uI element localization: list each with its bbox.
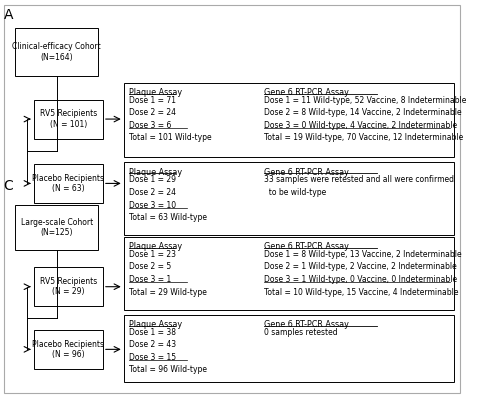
- Text: Gene 6 RT-PCR Assay: Gene 6 RT-PCR Assay: [264, 88, 350, 97]
- Text: Dose 1 = 23: Dose 1 = 23: [129, 250, 176, 259]
- Text: Plaque Assay: Plaque Assay: [129, 320, 182, 329]
- Text: to be wild-type: to be wild-type: [264, 188, 326, 197]
- Text: A: A: [4, 8, 13, 22]
- Text: Placebo Recipients
(N = 96): Placebo Recipients (N = 96): [32, 340, 104, 359]
- Text: C: C: [4, 179, 14, 193]
- Text: Dose 1 = 71: Dose 1 = 71: [129, 96, 176, 105]
- Text: Placebo Recipients
(N = 63): Placebo Recipients (N = 63): [32, 174, 104, 193]
- Text: Dose 3 = 10: Dose 3 = 10: [129, 201, 176, 209]
- FancyBboxPatch shape: [124, 237, 454, 310]
- Text: Gene 6 RT-PCR Assay: Gene 6 RT-PCR Assay: [264, 242, 350, 251]
- Text: Dose 3 = 1 Wild-type, 0 Vaccine, 0 Indeterminable: Dose 3 = 1 Wild-type, 0 Vaccine, 0 Indet…: [264, 275, 458, 284]
- Text: Total = 19 Wild-type, 70 Vaccine, 12 Indeterminable: Total = 19 Wild-type, 70 Vaccine, 12 Ind…: [264, 133, 464, 142]
- FancyBboxPatch shape: [15, 205, 98, 250]
- Text: Dose 1 = 8 Wild-type, 13 Vaccine, 2 Indeterminable: Dose 1 = 8 Wild-type, 13 Vaccine, 2 Inde…: [264, 250, 462, 259]
- Text: Dose 2 = 24: Dose 2 = 24: [129, 188, 176, 197]
- FancyBboxPatch shape: [124, 83, 454, 157]
- Text: Dose 1 = 11 Wild-type, 52 Vaccine, 8 Indeterminable: Dose 1 = 11 Wild-type, 52 Vaccine, 8 Ind…: [264, 96, 467, 105]
- Text: Large-scale Cohort
(N=125): Large-scale Cohort (N=125): [20, 218, 93, 237]
- Text: Dose 2 = 24: Dose 2 = 24: [129, 109, 176, 117]
- Text: Plaque Assay: Plaque Assay: [129, 88, 182, 97]
- FancyBboxPatch shape: [34, 100, 103, 138]
- FancyBboxPatch shape: [34, 164, 103, 203]
- Text: Dose 3 = 0 Wild-type, 4 Vaccine, 2 Indeterminable: Dose 3 = 0 Wild-type, 4 Vaccine, 2 Indet…: [264, 121, 458, 130]
- FancyBboxPatch shape: [15, 28, 98, 76]
- Text: Total = 10 Wild-type, 15 Vaccine, 4 Indeterminable: Total = 10 Wild-type, 15 Vaccine, 4 Inde…: [264, 288, 459, 296]
- Text: 33 samples were retested and all were confirmed: 33 samples were retested and all were co…: [264, 176, 454, 184]
- Text: Gene 6 RT-PCR Assay: Gene 6 RT-PCR Assay: [264, 320, 350, 329]
- Text: RV5 Recipients
(N = 101): RV5 Recipients (N = 101): [40, 109, 97, 129]
- Text: Dose 2 = 43: Dose 2 = 43: [129, 340, 176, 350]
- Text: Dose 3 = 15: Dose 3 = 15: [129, 353, 176, 362]
- Text: Dose 3 = 6: Dose 3 = 6: [129, 121, 172, 130]
- FancyBboxPatch shape: [124, 315, 454, 382]
- FancyBboxPatch shape: [124, 162, 454, 235]
- Text: Total = 63 Wild-type: Total = 63 Wild-type: [129, 213, 207, 222]
- Text: Dose 2 = 1 Wild-type, 2 Vaccine, 2 Indeterminable: Dose 2 = 1 Wild-type, 2 Vaccine, 2 Indet…: [264, 263, 457, 271]
- Text: Plaque Assay: Plaque Assay: [129, 242, 182, 251]
- Text: Gene 6 RT-PCR Assay: Gene 6 RT-PCR Assay: [264, 168, 350, 177]
- Text: Plaque Assay: Plaque Assay: [129, 168, 182, 177]
- Text: RV5 Recipients
(N = 29): RV5 Recipients (N = 29): [40, 277, 97, 296]
- Text: Total = 96 Wild-type: Total = 96 Wild-type: [129, 365, 207, 374]
- Text: Clinical-efficacy Cohort
(N=164): Clinical-efficacy Cohort (N=164): [12, 42, 101, 62]
- Text: Total = 101 Wild-type: Total = 101 Wild-type: [129, 133, 212, 142]
- Text: Dose 2 = 5: Dose 2 = 5: [129, 263, 172, 271]
- Text: Total = 29 Wild-type: Total = 29 Wild-type: [129, 288, 207, 296]
- Text: Dose 2 = 8 Wild-type, 14 Vaccine, 2 Indeterminable: Dose 2 = 8 Wild-type, 14 Vaccine, 2 Inde…: [264, 109, 462, 117]
- Text: Dose 3 = 1: Dose 3 = 1: [129, 275, 172, 284]
- Text: 0 samples retested: 0 samples retested: [264, 328, 338, 337]
- FancyBboxPatch shape: [34, 330, 103, 369]
- Text: Dose 1 = 38: Dose 1 = 38: [129, 328, 176, 337]
- Text: Dose 1 = 29: Dose 1 = 29: [129, 176, 176, 184]
- FancyBboxPatch shape: [34, 267, 103, 306]
